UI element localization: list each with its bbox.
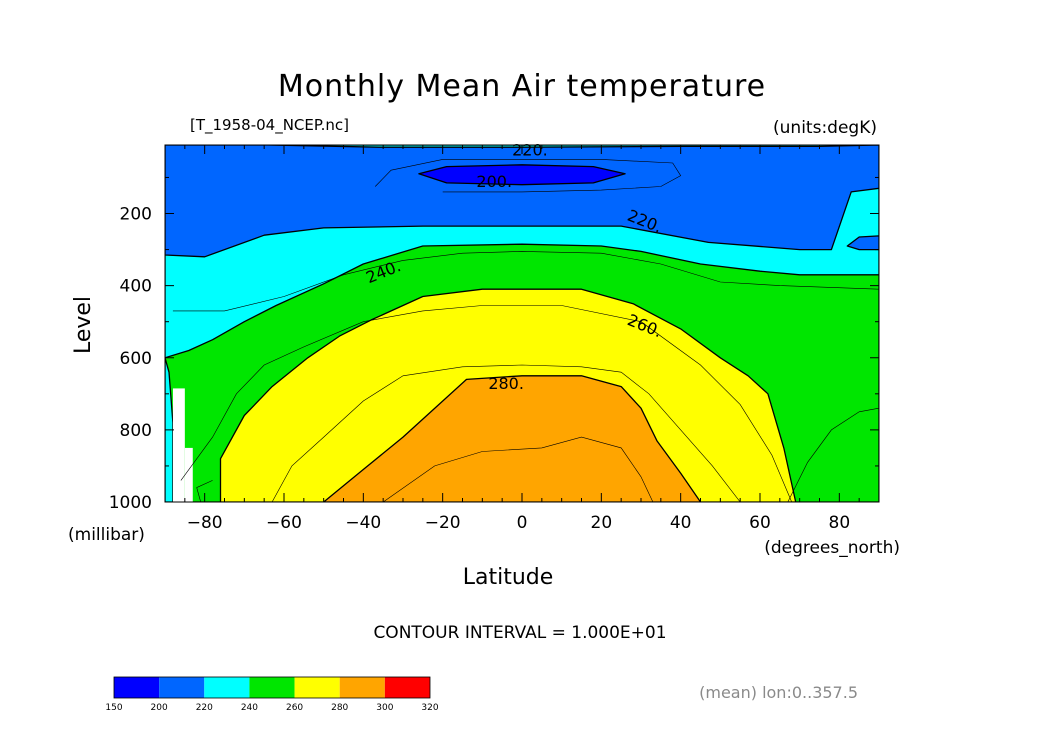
x-tick-label: 60	[749, 513, 771, 533]
colorbar-swatch	[204, 677, 250, 698]
contour-line-minor	[196, 480, 213, 502]
y-axis-ticks: 200 400 600 800 1000	[109, 176, 879, 513]
dataset-label: [T_1958-04_NCEP.nc]	[190, 116, 349, 135]
x-tick-label: −60	[266, 513, 302, 533]
colorbar-swatch	[114, 677, 160, 698]
units-label: (units:degK)	[773, 118, 877, 138]
contour-line-minor	[172, 251, 879, 312]
x-axis-ticks: −80 −60 −40 −20 0 20 40 60 80	[164, 145, 880, 533]
colorbar-tick-label: 220	[196, 703, 213, 713]
colorbar: 150 200 220 240 260 280 300 320	[105, 676, 439, 713]
y-units-label: (millibar)	[68, 525, 145, 545]
colorbar-tick-label: 260	[286, 703, 303, 713]
contour-line-minor	[787, 407, 879, 502]
contour-line-minor	[271, 364, 741, 502]
y-tick-label: 800	[120, 421, 152, 441]
colorbar-tick-label: 300	[376, 703, 393, 713]
x-tick-label: 20	[591, 513, 613, 533]
x-tick-label: 0	[517, 513, 528, 533]
y-tick-label: 600	[120, 349, 152, 369]
mean-longitude-note: (mean) lon:0..357.5	[699, 683, 858, 702]
x-axis-label: Latitude	[463, 565, 554, 590]
region-below-200-core	[418, 164, 626, 186]
x-tick-label: 80	[829, 513, 851, 533]
colorbar-tick-label: 200	[151, 703, 168, 713]
colorbar-tick-label: 240	[241, 703, 258, 713]
x-tick-label: −40	[345, 513, 381, 533]
contour-label: 220.	[512, 140, 548, 159]
region-200-220-right	[846, 235, 879, 251]
x-tick-label: −20	[425, 513, 461, 533]
x-tick-label: −80	[187, 513, 223, 533]
contour-line-minor	[374, 159, 682, 193]
region-200-220-upper	[165, 145, 879, 258]
colorbar-swatch	[249, 677, 295, 698]
x-tick-label: 40	[670, 513, 692, 533]
contour-label: 280.	[488, 374, 524, 393]
contour-interval-label: CONTOUR INTERVAL = 1.000E+01	[373, 623, 666, 643]
y-axis-label: Level	[71, 296, 96, 354]
colorbar-frame	[113, 676, 431, 699]
colorbar-tick-label: 150	[105, 703, 122, 713]
x-units-label: (degrees_north)	[764, 538, 900, 558]
y-tick-label: 200	[120, 205, 152, 225]
contour-line-minor	[180, 305, 792, 502]
colorbar-swatch	[339, 677, 385, 698]
colorbar-swatch	[384, 677, 430, 698]
missing-data-patch	[184, 447, 193, 502]
colorbar-tick-label: 280	[331, 703, 348, 713]
region-280-300	[323, 375, 702, 502]
contour-label: 200.	[476, 172, 512, 191]
chart-title: Monthly Mean Air temperature	[278, 69, 766, 104]
contour-line-layer	[172, 159, 879, 502]
colorbar-swatch	[294, 677, 340, 698]
missing-data-patch	[172, 388, 185, 502]
contour-fill-layer	[165, 145, 879, 502]
colorbar-tick-label: 320	[421, 703, 438, 713]
contour-line-minor	[383, 436, 654, 502]
y-tick-label: 400	[120, 277, 152, 297]
colorbar-swatch	[159, 677, 205, 698]
y-tick-label: 1000	[109, 493, 152, 513]
